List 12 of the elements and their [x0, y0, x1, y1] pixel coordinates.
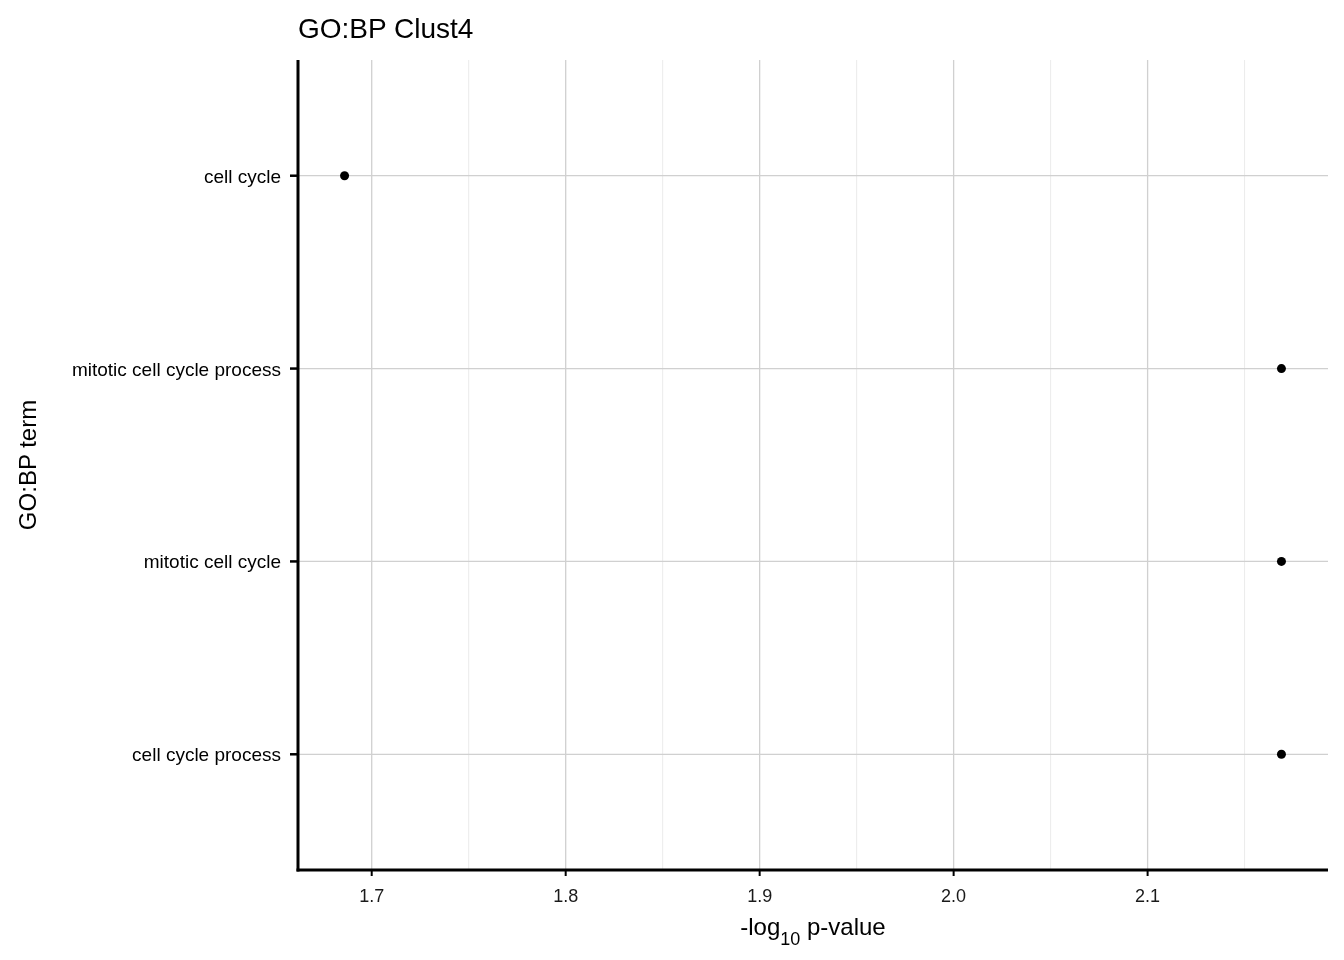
x-tick-label: 1.7 [359, 886, 385, 906]
x-axis-title: -log$_{10}$ p-value [740, 913, 886, 949]
y-tick-label: mitotic cell cycle [143, 551, 281, 573]
y-tick-label: cell cycle [203, 165, 281, 187]
y-axis-title: GO:BP term [14, 399, 41, 531]
chart-title: GO:BP Clust4 [298, 13, 474, 44]
x-tick-label: 1.9 [747, 886, 773, 906]
x-tick-label: 2.0 [941, 886, 967, 906]
x-tick-label: 1.8 [553, 886, 579, 906]
y-tick-label: cell cycle process [132, 744, 281, 766]
x-tick-label: 2.1 [1135, 886, 1161, 906]
y-tick-label: mitotic cell cycle process [71, 358, 281, 380]
